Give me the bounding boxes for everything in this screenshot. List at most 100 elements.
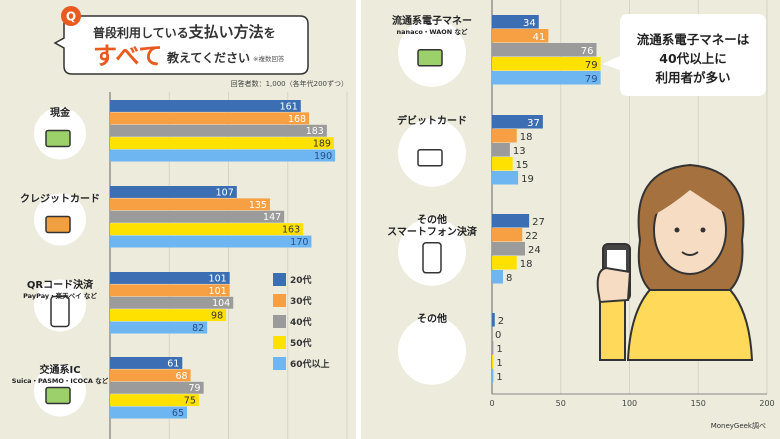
bar-value-label: 101 — [209, 273, 227, 284]
bar-60代以上 — [110, 406, 188, 419]
card-shape — [417, 49, 443, 67]
bar-40代 — [110, 296, 234, 309]
panel-divider — [356, 0, 361, 439]
bar-30代 — [492, 129, 517, 143]
bar-value-label: 18 — [520, 259, 533, 270]
callout-bubble: 流通系電子マネーは 40代以上に 利用者が多い — [602, 14, 766, 96]
category-label-line: クレジットカード — [20, 193, 100, 205]
x-tick-label: 0 — [489, 399, 494, 408]
bar-value-label: 65 — [172, 408, 184, 419]
bar-value-label: 163 — [282, 225, 300, 236]
category-label: QRコード決済 — [27, 278, 94, 291]
category-label: その他 — [417, 312, 447, 325]
bar-20代 — [492, 214, 530, 228]
bar-value-label: 170 — [290, 237, 308, 248]
bar-value-label: 79 — [585, 74, 598, 85]
bar-value-label: 82 — [192, 323, 204, 334]
bar-60代以上 — [492, 369, 494, 383]
bar-50代 — [492, 355, 494, 369]
bar-value-label: 107 — [216, 187, 234, 198]
phone-shape — [50, 295, 70, 328]
bar-40代 — [110, 124, 327, 137]
bar-60代以上 — [492, 71, 601, 85]
legend-label: 40代 — [290, 316, 312, 328]
bar-30代 — [492, 29, 549, 43]
legend-swatch-40代 — [273, 315, 286, 328]
bar-20代 — [110, 357, 183, 369]
bar-value-label: 27 — [532, 217, 545, 228]
bar-50代 — [110, 309, 227, 322]
category-sublabel: Suica・PASMO・ICOCA など — [12, 376, 109, 385]
bar-60代以上 — [110, 321, 208, 334]
card-shape — [417, 149, 443, 167]
bar-value-label: 24 — [528, 245, 541, 256]
legend-label: 50代 — [290, 337, 312, 349]
bar-value-label: 15 — [516, 160, 529, 171]
legend: 20代 30代 40代 50代 60代以上 — [273, 273, 330, 370]
bar-value-label: 18 — [520, 132, 533, 143]
category-label-line: その他 — [417, 213, 447, 226]
bar-30代 — [492, 228, 523, 242]
bar-value-label: 104 — [212, 298, 230, 309]
bar-20代 — [110, 186, 237, 198]
category-label: その他スマートフォン決済 — [387, 213, 478, 238]
bar-value-label: 8 — [506, 273, 512, 284]
phone-shape — [422, 242, 442, 274]
legend-label: 20代 — [290, 274, 312, 286]
bar-50代 — [492, 256, 517, 270]
bar-value-label: 2 — [498, 316, 504, 327]
bar-40代 — [492, 242, 525, 256]
person-illustration — [596, 163, 754, 361]
bar-50代 — [110, 137, 334, 150]
ic-card-icon — [45, 386, 71, 405]
category-sublabel: nanaco・WAON など — [397, 27, 468, 36]
bar-value-label: 183 — [306, 126, 324, 137]
bar-50代 — [110, 223, 304, 236]
respondent-count: 回答者数：1,000（各年代200ずつ） — [231, 79, 348, 88]
card-shape — [45, 129, 71, 148]
bar-value-label: 189 — [313, 139, 331, 150]
bar-50代 — [492, 57, 601, 71]
bar-value-label: 61 — [167, 358, 179, 369]
question-line1: 普段利用している支払い方法を — [93, 23, 276, 41]
category-label-line: 交通系IC — [39, 363, 80, 376]
x-tick-label: 100 — [622, 399, 637, 408]
bar-value-label: 1 — [496, 372, 502, 383]
bar-20代 — [492, 15, 539, 29]
bar-50代 — [110, 394, 199, 407]
bar-40代 — [110, 381, 204, 394]
x-tick-label: 50 — [556, 399, 566, 408]
question-line2: 教えてください — [166, 50, 250, 65]
bar-value-label: 0 — [495, 330, 501, 341]
bar-value-label: 41 — [533, 32, 546, 43]
bar-40代 — [492, 143, 510, 157]
x-tick-label: 200 — [759, 399, 774, 408]
e-money-card-icon — [417, 49, 443, 67]
legend-swatch-30代 — [273, 294, 286, 307]
bar-value-label: 1 — [496, 344, 502, 355]
bar-60代以上 — [492, 171, 519, 185]
bar-30代 — [110, 198, 270, 211]
bar-60代以上 — [110, 235, 312, 248]
legend-swatch-20代 — [273, 273, 286, 286]
category-label: 流通系電子マネー — [392, 14, 472, 27]
bar-50代 — [492, 157, 513, 171]
category-label-line: スマートフォン決済 — [387, 225, 478, 238]
source-credit: MoneyGeek調べ — [711, 421, 766, 430]
category-label: クレジットカード — [20, 193, 100, 205]
legend-label: 30代 — [290, 295, 312, 307]
category-label: 現金 — [50, 106, 71, 119]
category-label-line: 流通系電子マネー — [392, 14, 472, 27]
bar-value-label: 75 — [184, 396, 196, 407]
category-label-line: デビットカード — [397, 114, 467, 127]
bar-40代 — [110, 210, 285, 223]
category-label-line: その他 — [417, 312, 447, 325]
bar-value-label: 79 — [189, 383, 201, 394]
category-label: デビットカード — [397, 114, 467, 127]
bar-60代以上 — [492, 270, 503, 284]
cash-icon — [45, 129, 71, 148]
bar-30代 — [110, 112, 310, 125]
callout-line: 利用者が多い — [655, 70, 730, 85]
bar-20代 — [110, 272, 230, 284]
